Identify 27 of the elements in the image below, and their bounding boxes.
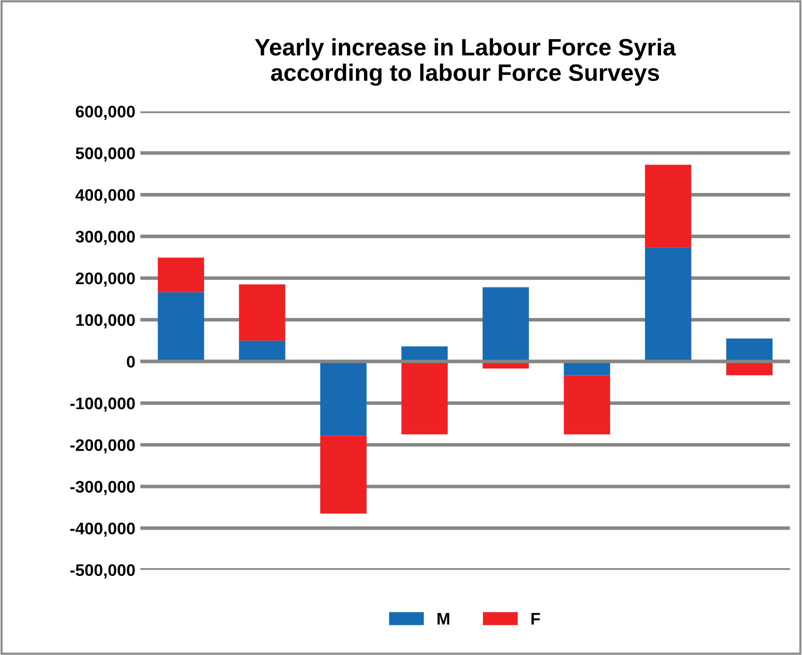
bar [726, 338, 773, 362]
y-tick-label: 500,000 [76, 147, 135, 162]
y-tick-label: -100,000 [70, 398, 135, 412]
legend-label: M [438, 612, 450, 624]
bar [320, 361, 366, 436]
y-tick-label: 300,000 [76, 230, 135, 246]
y-tick-label: -200,000 [70, 439, 135, 454]
bar [158, 258, 204, 292]
y-tick-label: -400,000 [70, 522, 135, 537]
y-tick-label: -500,000 [70, 564, 135, 578]
chart-title: Yearly increase in Labour Force Syria according to labour Force Surveys [254, 38, 676, 86]
bar [158, 292, 204, 362]
bar [239, 340, 286, 362]
y-tick-label: 0 [126, 356, 135, 368]
y-tick-label: 100,000 [76, 314, 135, 328]
y-tick-label: 200,000 [76, 272, 135, 287]
bar [645, 248, 692, 362]
bar [564, 375, 610, 434]
legend-label: F [531, 612, 540, 624]
bar [239, 284, 286, 341]
y-tick-label: -300,000 [70, 480, 135, 496]
bar [482, 287, 529, 362]
y-tick-label: 400,000 [76, 189, 135, 204]
bar [320, 436, 366, 514]
y-tick-label: 600,000 [76, 106, 135, 120]
bar [645, 164, 692, 248]
bar [401, 361, 448, 434]
